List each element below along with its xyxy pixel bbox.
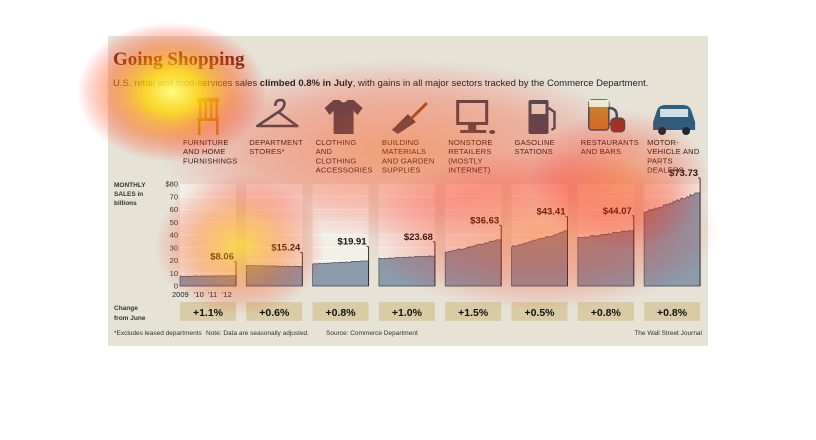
category-label-line: MOTOR- xyxy=(647,138,679,147)
panel-2: $19.91 xyxy=(312,184,370,287)
footnotes: *Excludes leased departments Note: Data … xyxy=(114,330,703,337)
change-value: +1.0% xyxy=(392,307,423,319)
y-axis-title-line-3: billions xyxy=(114,200,137,207)
chart-subtitle: U.S. retail and food-services sales clim… xyxy=(113,78,648,89)
panel-5: $43.41 xyxy=(511,184,568,287)
value-label: $43.41 xyxy=(536,207,566,218)
change-label-line-2: from June xyxy=(114,315,146,322)
y-tick-label: 60 xyxy=(170,205,178,214)
value-label: $23.68 xyxy=(404,232,433,243)
panel-3: $23.68 xyxy=(378,184,436,287)
y-axis-title-line-1: MONTHLY xyxy=(114,182,146,189)
beer-mug-icon xyxy=(588,99,626,133)
category-label-line: AND GARDEN xyxy=(382,156,435,165)
y-tick-label: 10 xyxy=(170,269,178,278)
change-value: +1.5% xyxy=(458,307,489,319)
chart-figure: Going Shopping U.S. retail and food-serv… xyxy=(108,36,708,346)
change-row: +1.1% +0.6% +0.8% +1.0% +1.5% +0.5% +0.8% +0.8% xyxy=(180,302,701,321)
category-label-line: RESTAURANTS xyxy=(581,138,639,147)
category-label-line: CLOTHING xyxy=(316,138,357,147)
category-label-line: AND xyxy=(316,147,333,156)
shirt-icon xyxy=(324,100,363,134)
y-tick-label: 30 xyxy=(170,243,178,252)
series-area xyxy=(312,260,369,287)
category-icons xyxy=(197,98,696,135)
category-label-line: GASOLINE xyxy=(515,138,555,147)
category-label-line: VEHICLE AND xyxy=(647,147,700,156)
x-tick-label: '10 xyxy=(194,290,204,299)
y-tick-label: $80 xyxy=(165,180,178,189)
value-label: $36.63 xyxy=(470,215,499,226)
hanger-icon xyxy=(256,98,299,128)
category-label-line: FURNITURE xyxy=(183,138,229,147)
subtitle-start: U.S. retail and food-services sales xyxy=(113,78,260,89)
category-label-line: STORES* xyxy=(249,147,284,156)
value-label: $8.06 xyxy=(210,252,234,263)
value-label: $44.07 xyxy=(603,206,632,217)
x-tick-label: '11 xyxy=(208,290,217,299)
y-tick-label: 50 xyxy=(170,218,178,227)
y-axis-title-line-2: SALES in xyxy=(114,191,143,198)
change-value: +0.6% xyxy=(259,307,290,319)
series-area xyxy=(378,255,436,287)
x-tick-label: 2009 xyxy=(172,290,189,299)
panel-7: $73.73 xyxy=(643,168,701,287)
change-value: +1.1% xyxy=(193,307,224,319)
category-label-line: RETAILERS xyxy=(448,147,491,156)
change-value: +0.8% xyxy=(326,307,357,319)
category-label-line: AND BARS xyxy=(581,147,621,156)
trowel-icon xyxy=(391,102,428,134)
panel-1: $15.24 xyxy=(245,184,303,287)
gas-pump-icon xyxy=(528,100,556,134)
change-value: +0.5% xyxy=(524,307,555,319)
chair-icon xyxy=(197,98,219,135)
category-label-line: STATIONS xyxy=(515,147,553,156)
category-label-line: (MOSTLY xyxy=(448,156,483,165)
y-axis-title: MONTHLY SALES in billions xyxy=(114,182,146,207)
subtitle-end: , with gains in all major sectors tracke… xyxy=(353,78,649,89)
category-label-line: NONSTORE xyxy=(448,138,493,147)
footnote-excludes: *Excludes leased departments xyxy=(114,330,203,337)
y-tick-label: 20 xyxy=(170,256,178,265)
category-label-line: DEPARTMENT xyxy=(249,138,303,147)
panel-0: $8.06 xyxy=(179,184,237,287)
category-label-line: CLOTHING xyxy=(316,156,357,165)
series-area xyxy=(245,264,303,287)
category-label-line: INTERNET) xyxy=(448,166,491,175)
value-label: $19.91 xyxy=(338,237,368,248)
category-label-line: PARTS xyxy=(647,156,673,165)
series-area xyxy=(577,229,635,287)
change-label: Change from June xyxy=(114,305,146,322)
panel-6: $44.07 xyxy=(577,184,635,287)
change-value: +0.8% xyxy=(657,307,688,319)
chart-svg: Going Shopping U.S. retail and food-serv… xyxy=(113,49,703,337)
category-label-line: AND HOME xyxy=(183,147,226,156)
panel-4: $36.63 xyxy=(444,184,502,287)
change-box xyxy=(312,302,369,321)
category-label-line: FURNISHINGS xyxy=(183,156,238,165)
value-label: $15.24 xyxy=(271,243,301,254)
subtitle-highlight: climbed 0.8% in July xyxy=(260,78,354,89)
category-label-line: BUILDING xyxy=(382,138,419,147)
chart-panels: $8.06 $15.24 $19.91 $23.68 $36.63 $43.41 $44.0… xyxy=(179,168,701,287)
change-label-line-1: Change xyxy=(114,305,138,312)
value-label: $73.73 xyxy=(669,168,698,179)
chart-title: Going Shopping xyxy=(113,49,245,70)
change-value: +0.8% xyxy=(591,307,622,319)
category-label-line: SUPPLIES xyxy=(382,166,421,175)
category-label-line: MATERIALS xyxy=(382,147,426,156)
y-tick-label: 40 xyxy=(170,231,178,240)
x-tick-label: '12 xyxy=(222,290,232,299)
series-area xyxy=(179,275,237,287)
category-label-line: ACCESSORIES xyxy=(316,166,373,175)
footnote-note: Note: Data are seasonally adjusted. xyxy=(206,330,309,337)
computer-icon xyxy=(456,100,496,134)
x-axis: 2009 '10 '11 '12 xyxy=(172,290,232,299)
footnote-credit: The Wall Street Journal xyxy=(634,330,702,337)
car-icon xyxy=(653,105,696,135)
footnote-source: Source: Commerce Department xyxy=(326,330,418,337)
y-tick-label: 70 xyxy=(170,192,178,201)
